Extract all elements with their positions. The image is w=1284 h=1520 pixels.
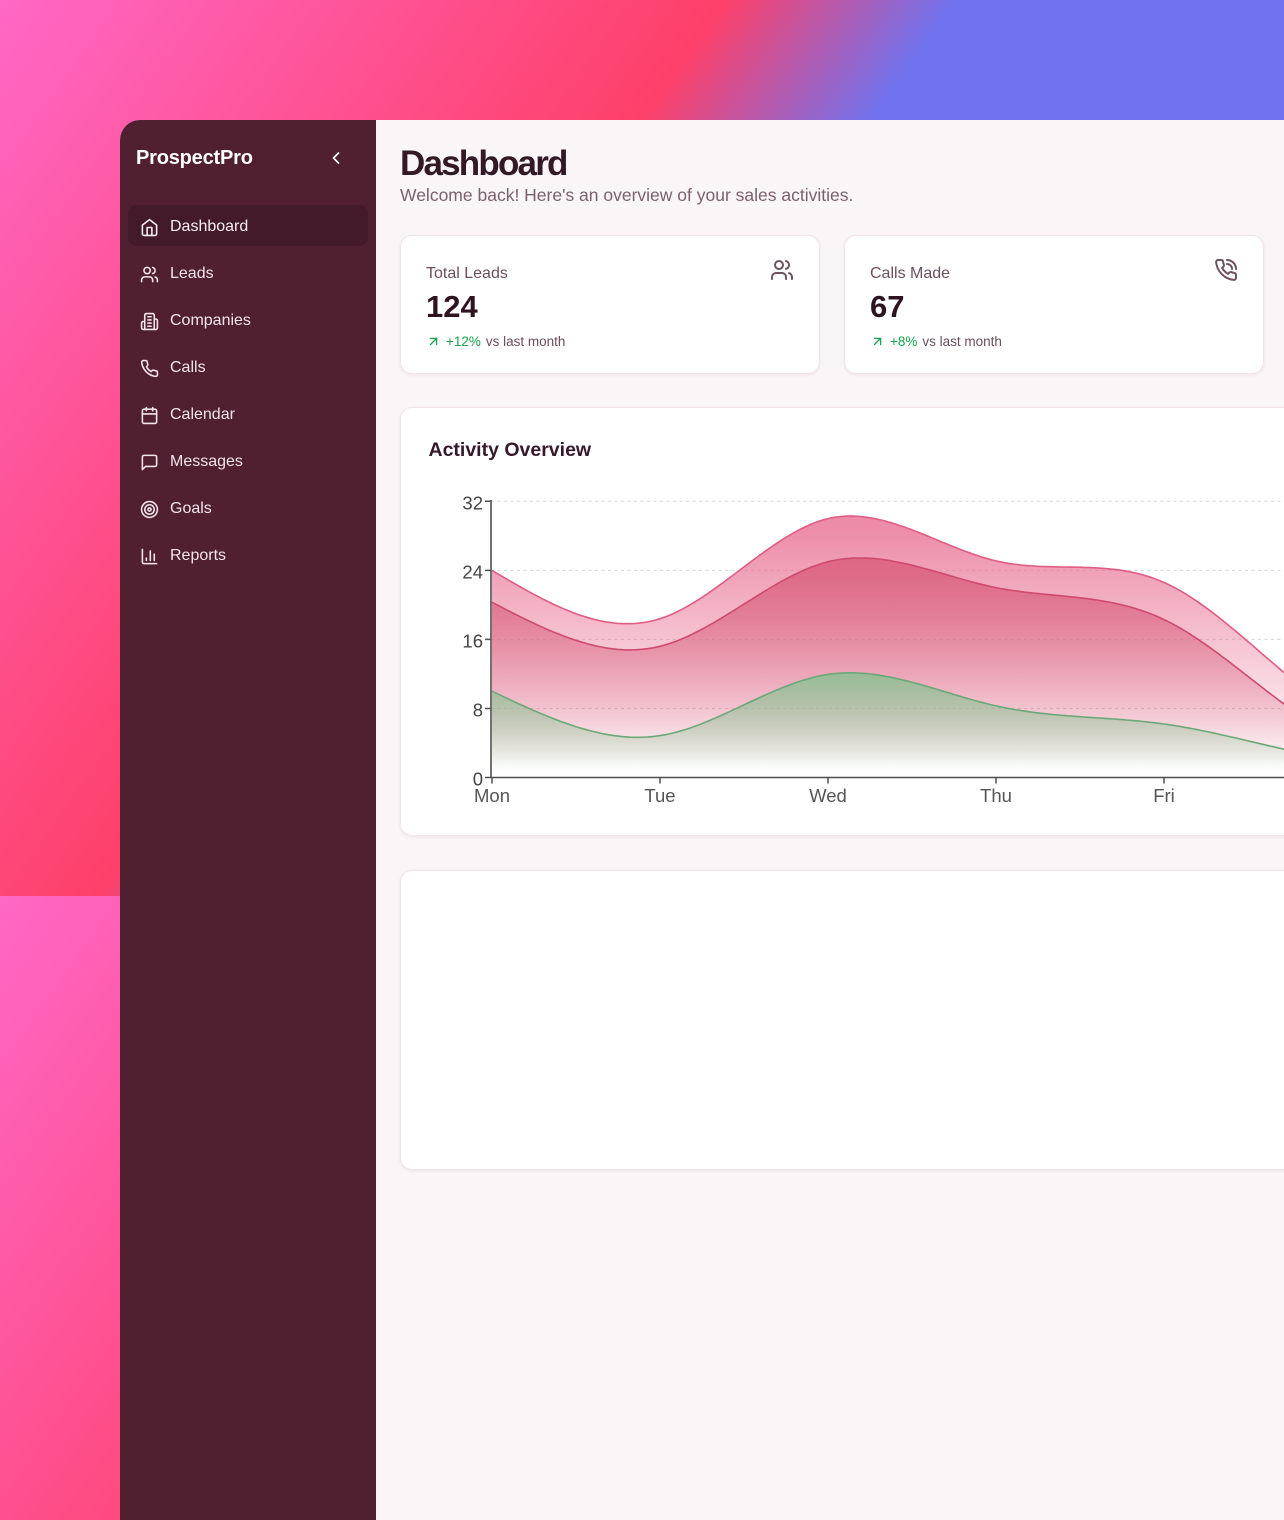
svg-text:Wed: Wed [809, 785, 847, 806]
svg-text:Fri: Fri [1153, 785, 1175, 806]
svg-text:24: 24 [462, 562, 483, 583]
svg-text:32: 32 [462, 493, 483, 514]
svg-text:0: 0 [472, 769, 482, 790]
svg-text:Tue: Tue [644, 785, 675, 806]
svg-text:8: 8 [472, 700, 482, 721]
svg-text:Mon: Mon [474, 785, 510, 806]
svg-text:Thu: Thu [980, 785, 1012, 806]
svg-text:16: 16 [462, 631, 483, 652]
